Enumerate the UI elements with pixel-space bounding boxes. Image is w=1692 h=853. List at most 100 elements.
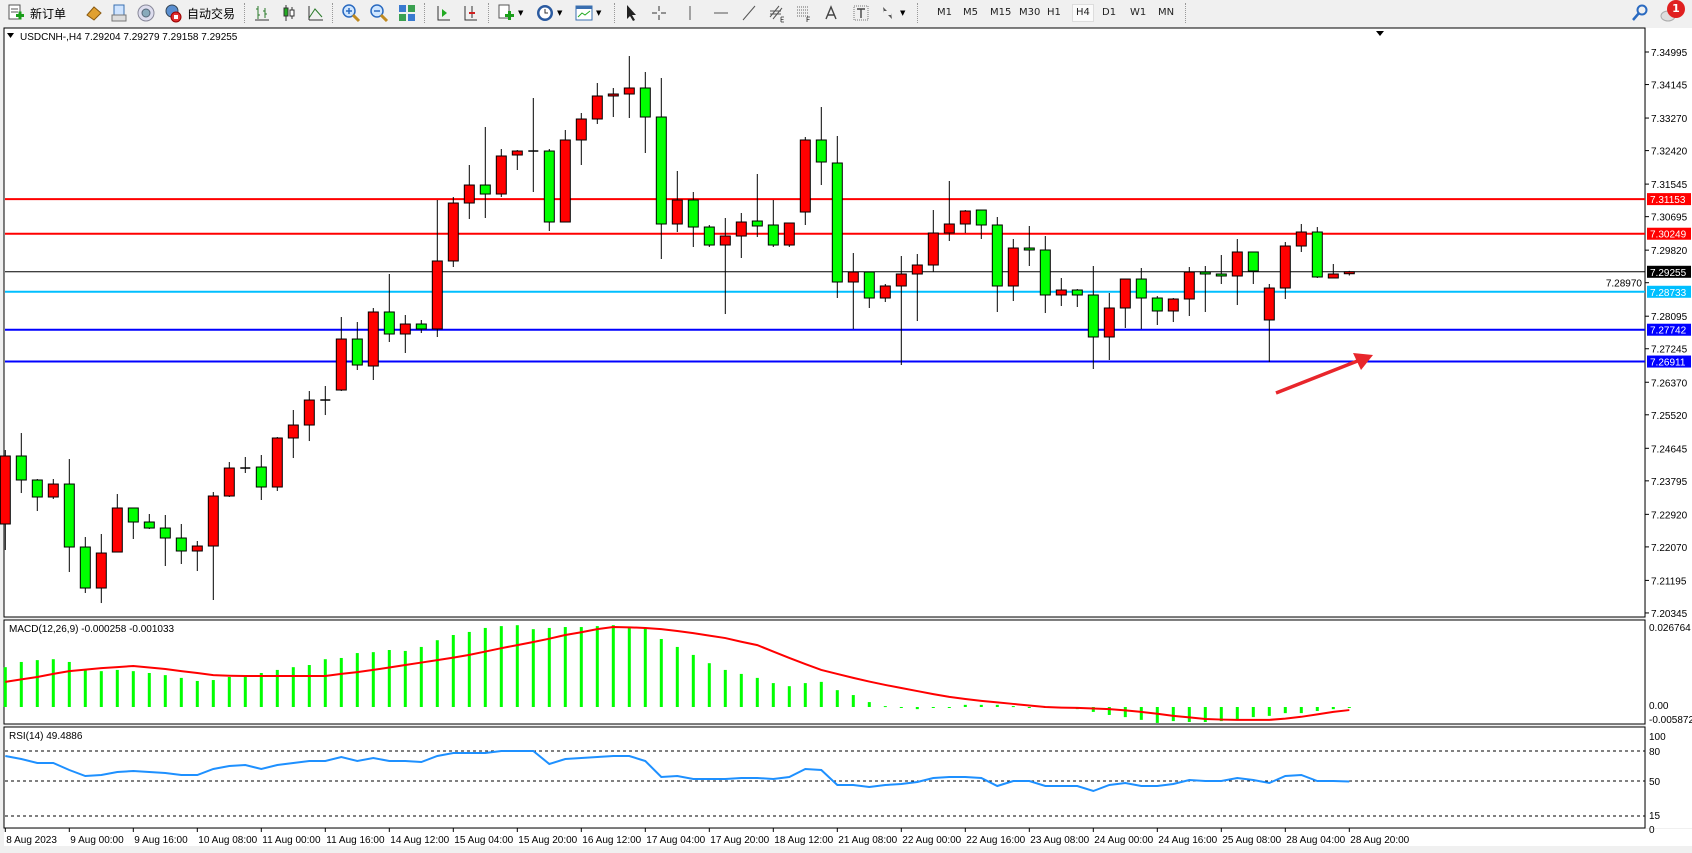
cursor-tool[interactable] <box>621 3 641 23</box>
chart-window[interactable]: 7.34995 7.34145 7.33270 7.32420 7.31545 7.306… <box>0 26 1692 853</box>
time-axis-label: 24 Aug 00:00 <box>1094 835 1153 846</box>
candle <box>31 479 43 512</box>
timeframe-m5-button[interactable]: M5 <box>963 7 978 18</box>
indicators-button[interactable]: ▼ <box>496 3 523 23</box>
vertical-line-tool[interactable] <box>680 3 700 23</box>
timeframe-w1-button[interactable]: W1 <box>1130 7 1147 18</box>
candle <box>975 209 987 240</box>
tile-windows-button[interactable] <box>397 3 417 23</box>
candle <box>575 112 587 165</box>
templates-button[interactable]: ▼ <box>574 3 601 23</box>
timeframe-m15-button[interactable]: M15 <box>990 7 1012 18</box>
candle-body <box>1215 273 1227 277</box>
candle-body <box>1183 271 1195 300</box>
data-window-button[interactable] <box>109 3 129 23</box>
macd-histogram-bar <box>643 627 647 707</box>
candle-body <box>447 202 459 262</box>
time-axis-label: 15 Aug 20:00 <box>518 835 577 846</box>
macd-label: MACD(12,26,9) -0.000258 -0.001033 <box>9 624 175 635</box>
time-scale[interactable] <box>4 829 1692 846</box>
candle-body <box>687 199 699 228</box>
price-tick-label: 7.34995 <box>1651 48 1688 59</box>
line-chart-button[interactable] <box>306 3 326 23</box>
market-watch-button[interactable] <box>84 3 104 23</box>
candle <box>783 222 795 248</box>
candle <box>831 136 843 299</box>
notification-badge[interactable]: 1 <box>1667 0 1685 18</box>
periods-button[interactable]: ▼ <box>535 3 562 23</box>
auto-trading-button[interactable]: 自动交易 <box>163 3 235 23</box>
candlestick-button[interactable] <box>279 3 299 23</box>
candle <box>415 319 427 334</box>
timeframe-h4-button[interactable]: H4 <box>1072 4 1094 22</box>
rsi-panel[interactable] <box>3 726 1646 829</box>
candle-body <box>1119 278 1131 309</box>
price-tick-label: 7.33270 <box>1651 114 1688 125</box>
macd-histogram-bar <box>67 661 71 707</box>
timeframe-mn-button[interactable]: MN <box>1158 7 1175 18</box>
macd-histogram-bar <box>419 646 423 707</box>
indicators-icon <box>498 4 514 20</box>
candle <box>271 437 283 491</box>
symbol-menu-triangle-icon[interactable] <box>7 33 14 38</box>
crosshair-tool[interactable] <box>649 3 669 23</box>
candle-body <box>207 495 219 547</box>
price-scale[interactable] <box>1646 28 1692 828</box>
zoom-out-button[interactable] <box>369 3 389 23</box>
candle <box>655 77 667 259</box>
auto-scroll-button[interactable] <box>460 3 480 23</box>
candle-body <box>991 224 1003 287</box>
fibonacci-tool[interactable] <box>767 3 787 23</box>
candle <box>367 308 379 380</box>
new-order-button[interactable]: 新订单 <box>6 3 66 23</box>
level-price-tag <box>1647 227 1691 240</box>
search-button[interactable] <box>1630 3 1650 23</box>
navigator-button[interactable] <box>136 3 156 23</box>
macd-histogram-bar <box>1011 706 1015 708</box>
candle <box>1007 239 1019 301</box>
toolbar: 新订单 自动交易 ▼ ▼ ▼ ▼ M1 M5 M15 M30 H1 H4 D1 W1 MN 1 <box>0 0 1692 27</box>
trendline-tool[interactable] <box>739 3 759 23</box>
candle-body <box>815 139 827 163</box>
candle <box>1087 266 1099 370</box>
chart-shift-button[interactable] <box>433 3 453 23</box>
macd-histogram-bar <box>1219 707 1223 722</box>
timeframe-m30-button[interactable]: M30 <box>1019 7 1041 18</box>
chart-shift-marker-icon[interactable] <box>1376 31 1384 36</box>
time-axis-label: 10 Aug 08:00 <box>198 835 257 846</box>
macd-histogram-bar <box>3 667 7 707</box>
trendline-icon <box>742 5 756 21</box>
macd-scale-label: 0.026764 <box>1649 623 1691 634</box>
candle-body <box>1327 273 1339 279</box>
level-price-label: 7.29255 <box>1650 268 1687 279</box>
macd-panel[interactable] <box>3 619 1646 725</box>
rsi-scale-label: 100 <box>1649 732 1666 743</box>
candle <box>687 191 699 248</box>
candle-body <box>767 224 779 246</box>
candle-body <box>31 479 43 498</box>
bar-chart-button[interactable] <box>252 3 272 23</box>
red-arrow-annotation <box>1275 353 1373 395</box>
zoom-in-button[interactable] <box>341 3 361 23</box>
macd-histogram-bar <box>83 669 87 707</box>
candle-body <box>879 285 891 299</box>
macd-histogram-bar <box>307 665 311 707</box>
candle <box>847 253 859 329</box>
timeframe-h1-button[interactable]: H1 <box>1047 7 1061 18</box>
candle <box>95 533 107 604</box>
price-tick-label: 7.22070 <box>1651 543 1688 554</box>
main-price-panel[interactable] <box>3 27 1646 618</box>
candle <box>431 199 443 337</box>
arrows-tool[interactable]: ▼ <box>878 3 905 23</box>
channel-tool[interactable] <box>794 3 814 23</box>
price-tick-label: 7.31545 <box>1651 180 1688 191</box>
candle-body <box>335 338 347 391</box>
horizontal-line-tool[interactable] <box>711 3 731 23</box>
timeframe-d1-button[interactable]: D1 <box>1102 7 1117 18</box>
text-label-tool[interactable] <box>851 3 871 23</box>
candle-body <box>959 210 971 225</box>
new-order-icon <box>8 4 24 20</box>
timeframe-m1-button[interactable]: M1 <box>937 7 952 18</box>
candle <box>1311 227 1323 278</box>
text-tool[interactable] <box>821 3 841 23</box>
